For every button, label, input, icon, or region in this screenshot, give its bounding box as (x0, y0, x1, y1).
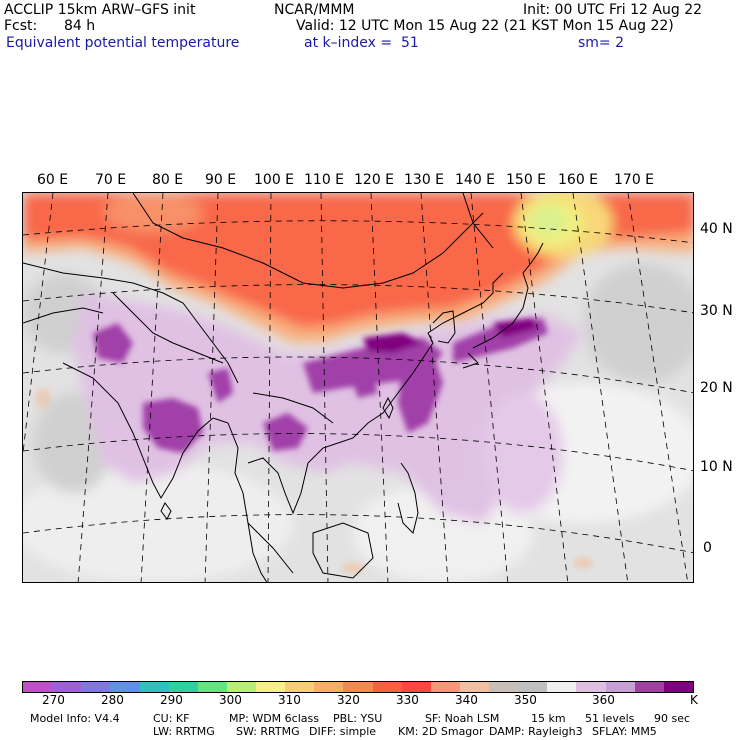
lon-label: 170 E (614, 172, 655, 188)
colorbar-swatch (285, 682, 315, 692)
smoothing: sm= 2 (578, 35, 625, 51)
footer-pbl: PBL: YSU (333, 712, 383, 725)
colorbar-swatch (547, 682, 577, 692)
colorbar-label: 310 (278, 693, 301, 707)
footer-damp: DAMP: Rayleigh3 (489, 725, 583, 738)
colorbar-swatch (256, 682, 286, 692)
map-graphic (23, 193, 693, 582)
colorbar-label: 340 (455, 693, 478, 707)
colorbar-swatch (197, 682, 227, 692)
theta-e-map (22, 192, 694, 583)
lon-label: 80 E (152, 172, 184, 188)
lon-label: 160 E (558, 172, 599, 188)
lat-label: 10 N (700, 459, 733, 475)
colorbar-swatch (430, 682, 460, 692)
lat-label: 20 N (700, 380, 733, 396)
colorbar-unit: K (690, 693, 698, 707)
colorbar-label: 320 (337, 693, 360, 707)
footer-resolution: 15 km (531, 712, 566, 725)
colorbar-swatch (168, 682, 198, 692)
model-title: ACCLIP 15km ARW–GFS init (4, 2, 196, 18)
lon-label: 110 E (304, 172, 345, 188)
colorbar-label: 290 (160, 693, 183, 707)
footer-km: KM: 2D Smagor (398, 725, 484, 738)
colorbar-swatch (23, 682, 53, 692)
forecast-label: Fcst: (4, 18, 38, 34)
colorbar (22, 681, 694, 693)
colorbar-swatch (663, 682, 693, 692)
colorbar-swatch (52, 682, 82, 692)
lon-label: 70 E (95, 172, 127, 188)
colorbar-label: 330 (396, 693, 419, 707)
colorbar-swatch (110, 682, 140, 692)
footer-timestep: 90 sec (654, 712, 691, 725)
colorbar-swatch (81, 682, 111, 692)
lon-label: 120 E (354, 172, 395, 188)
init-time: Init: 00 UTC Fri 12 Aug 22 (523, 2, 703, 18)
colorbar-swatch (314, 682, 344, 692)
colorbar-label: 280 (101, 693, 124, 707)
lon-label: 100 E (254, 172, 295, 188)
colorbar-swatch (372, 682, 402, 692)
footer-levels: 51 levels (585, 712, 635, 725)
footer-model-info: Model Info: V4.4 (30, 712, 120, 725)
colorbar-swatch (139, 682, 169, 692)
lat-label: 40 N (700, 221, 733, 237)
footer-cu: CU: KF (153, 712, 190, 725)
lon-label: 140 E (455, 172, 496, 188)
colorbar-swatch (226, 682, 256, 692)
level-index: at k–index = 51 (304, 35, 419, 51)
colorbar-swatch (459, 682, 489, 692)
lat-label: 30 N (700, 303, 733, 319)
colorbar-swatch (489, 682, 519, 692)
lat-label: 0 (703, 540, 712, 556)
lon-label: 130 E (404, 172, 445, 188)
colorbar-label: 300 (219, 693, 242, 707)
colorbar-swatch (576, 682, 606, 692)
lon-label: 60 E (37, 172, 69, 188)
forecast-hour: 84 h (64, 18, 96, 34)
lon-label: 90 E (205, 172, 237, 188)
footer-sw: SW: RRTMG (236, 725, 300, 738)
colorbar-label: 360 (592, 693, 615, 707)
colorbar-swatch (605, 682, 635, 692)
valid-time: Valid: 12 UTC Mon 15 Aug 22 (21 KST Mon … (296, 18, 674, 34)
colorbar-swatch (634, 682, 664, 692)
field-name: Equivalent potential temperature (6, 35, 240, 51)
colorbar-label: 350 (514, 693, 537, 707)
footer-mp: MP: WDM 6class (229, 712, 319, 725)
colorbar-swatch (518, 682, 548, 692)
footer-diff: DIFF: simple (309, 725, 377, 738)
footer-sflay: SFLAY: MM5 (592, 725, 657, 738)
lon-label: 150 E (506, 172, 547, 188)
center-name: NCAR/MMM (274, 2, 355, 18)
colorbar-swatch (343, 682, 373, 692)
colorbar-swatch (401, 682, 431, 692)
colorbar-label: 270 (42, 693, 65, 707)
footer-sf: SF: Noah LSM (425, 712, 500, 725)
footer-lw: LW: RRTMG (153, 725, 215, 738)
